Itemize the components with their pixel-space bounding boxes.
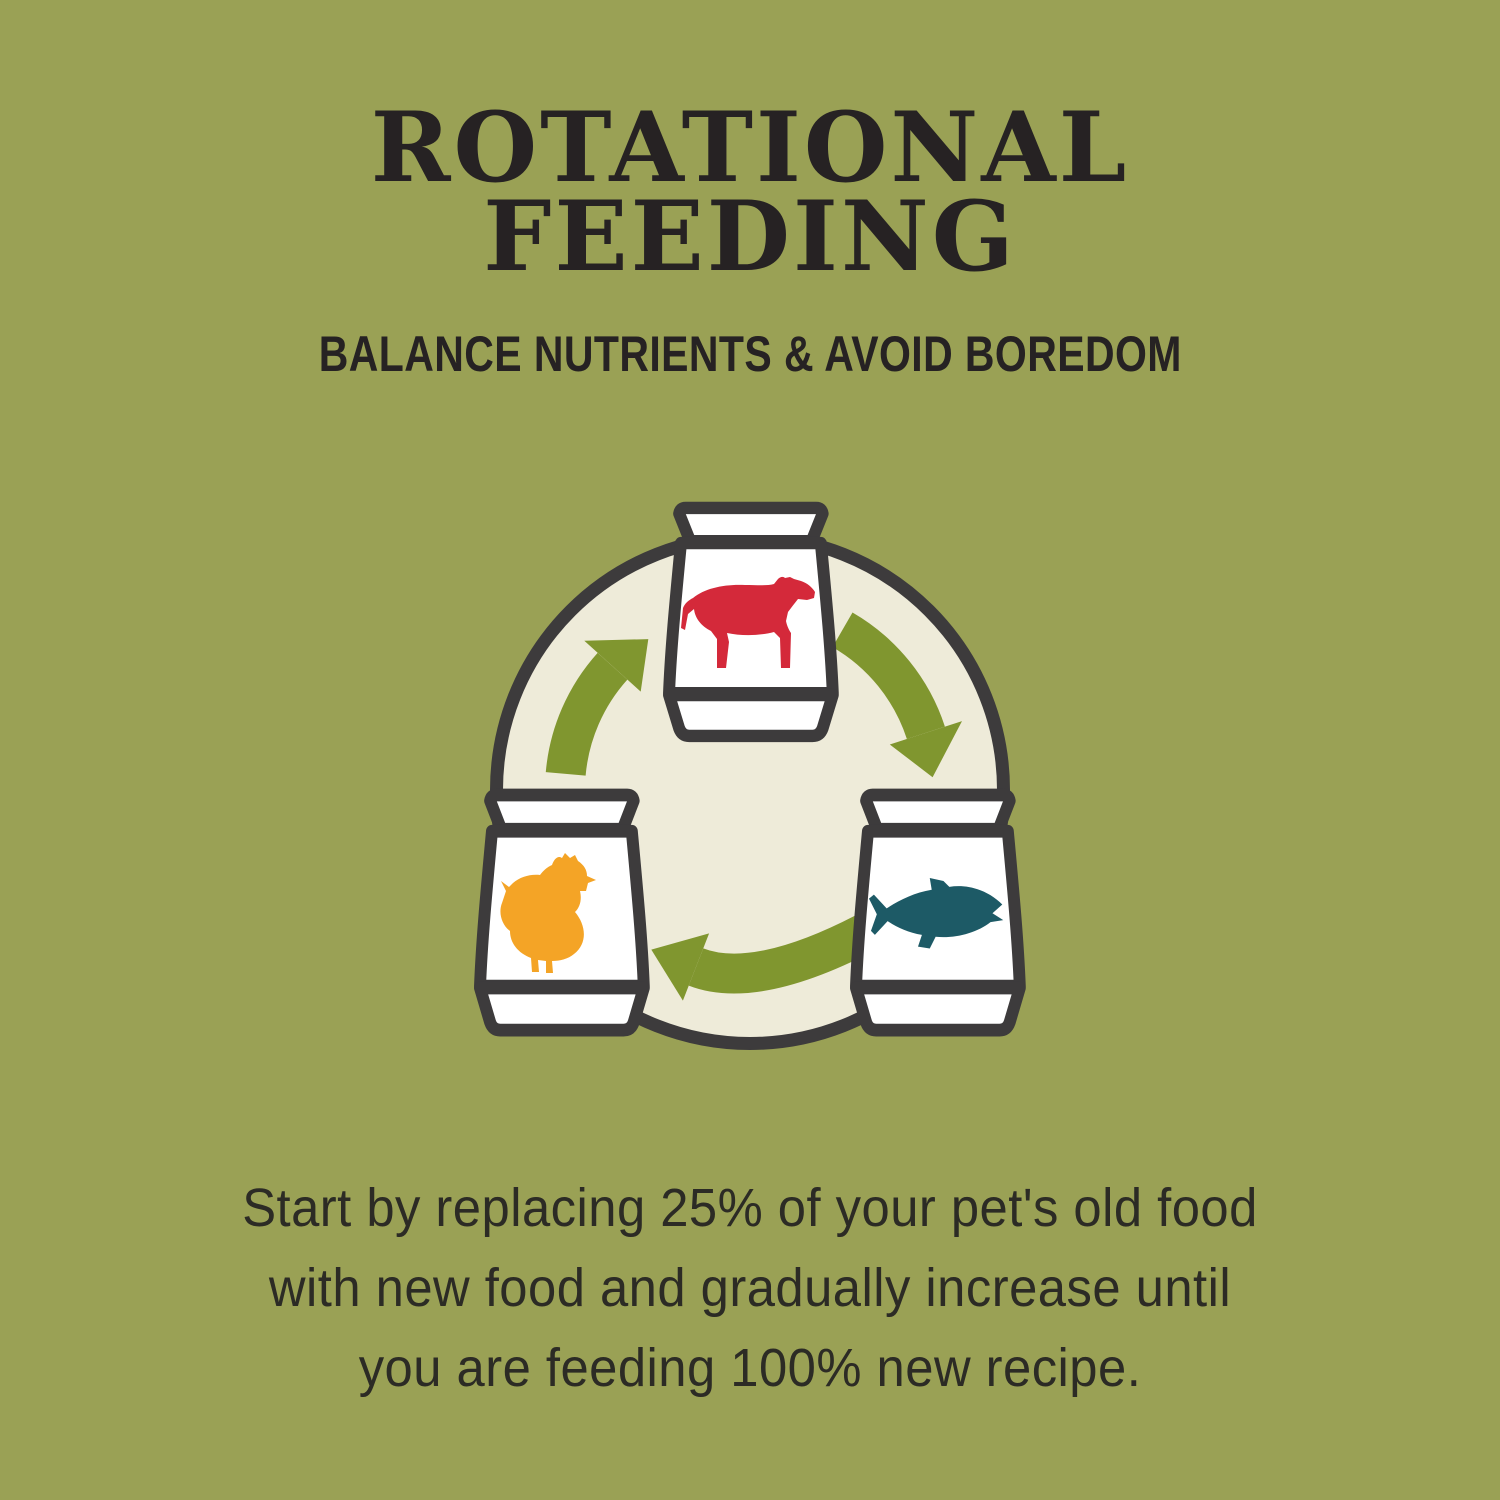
instruction-line-3: you are feeding 100% new recipe.	[358, 1338, 1142, 1398]
instruction-line-1: Start by replacing 25% of your pet's old…	[242, 1178, 1258, 1238]
instruction-line-2: with new food and gradually increase unt…	[268, 1258, 1232, 1318]
fish-bag	[856, 795, 1020, 1030]
fish-icon	[869, 878, 1004, 949]
beef-bag	[669, 508, 833, 736]
transition-instructions: Start by replacing 25% of your pet's old…	[45, 1168, 1455, 1408]
cycle-arrow-top-right	[832, 612, 962, 778]
cycle-arrow-left	[545, 639, 649, 777]
page-subtitle: BALANCE NUTRIENTS & AVOID BOREDOM	[318, 326, 1182, 382]
chicken-bag	[480, 795, 644, 1030]
page-title-line2: FEEDING	[483, 180, 1017, 293]
rotation-cycle-diagram	[420, 455, 1080, 1050]
page-title-line1: ROTATIONAL	[370, 91, 1130, 204]
cow-icon	[681, 576, 815, 668]
chicken-icon	[500, 853, 596, 973]
cycle-arrow-bottom	[651, 915, 875, 1001]
header: ROTATIONAL FEEDING BALANCE NUTRIENTS & A…	[0, 91, 1500, 383]
